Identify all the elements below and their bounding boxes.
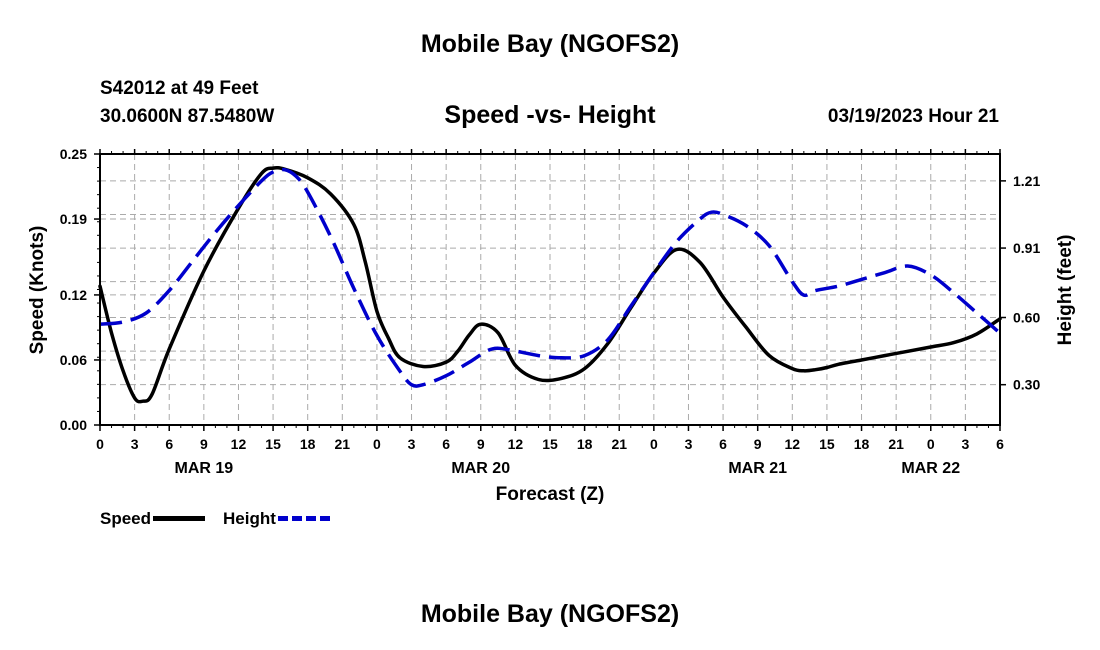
x-tick-label: 21 (888, 436, 904, 452)
x-date-label: MAR 20 (451, 460, 510, 477)
legend-height-swatch (277, 516, 330, 522)
x-date-label: MAR 22 (901, 460, 960, 477)
tick-labels: 0 3 6 9 12 15 18 21 0 3 6 9 12 15 18 21 0 3 6 9 12 15 18 21 0 3 6M… (60, 146, 1041, 477)
x-tick-label: 9 (754, 436, 762, 452)
x-tick-label: 12 (508, 436, 524, 452)
forecast-timestamp: 03/19/2023 Hour 21 (827, 106, 999, 127)
x-tick-label: 15 (265, 436, 281, 452)
x-tick-label: 21 (335, 436, 351, 452)
x-tick-label: 0 (373, 436, 381, 452)
x-date-label: MAR 19 (175, 460, 234, 477)
grid (100, 154, 1000, 425)
y-tick-label: 0.25 (60, 146, 87, 162)
chart-subtitle: Speed -vs- Height (444, 101, 656, 129)
y-tick-label: 0.00 (60, 417, 87, 433)
y-tick-label: 0.12 (60, 287, 87, 303)
x-tick-label: 15 (819, 436, 835, 452)
legend-height-label: Height (223, 508, 276, 528)
legend-speed-label: Speed (100, 508, 152, 528)
footer-title: Mobile Bay (NGOFS2) (420, 600, 680, 628)
x-tick-label: 15 (542, 436, 558, 452)
x-tick-label: 9 (477, 436, 485, 452)
station-coordinates: 30.0600N 87.5480W (100, 106, 275, 127)
station-label: S42012 at 49 Feet (100, 78, 259, 99)
x-tick-label: 12 (785, 436, 801, 452)
legend-speed-swatch (153, 516, 206, 522)
y2-tick-label: 0.60 (1013, 309, 1040, 325)
x-tick-label: 3 (408, 436, 416, 452)
x-tick-label: 6 (165, 436, 173, 452)
x-tick-label: 6 (719, 436, 727, 452)
chart-title: Mobile Bay (NGOFS2) (420, 30, 680, 58)
x-tick-label: 6 (442, 436, 450, 452)
speed-series-line (98, 165, 1002, 404)
x-tick-label: 18 (577, 436, 593, 452)
x-tick-label: 9 (200, 436, 208, 452)
x-tick-label: 18 (854, 436, 870, 452)
y-tick-label: 0.06 (60, 352, 87, 368)
x-tick-label: 0 (927, 436, 935, 452)
x-tick-label: 12 (231, 436, 247, 452)
height-series-line (99, 167, 1002, 388)
y2-tick-label: 0.91 (1013, 240, 1040, 256)
x-tick-label: 3 (131, 436, 139, 452)
x-tick-label: 6 (996, 436, 1004, 452)
x-tick-label: 21 (611, 436, 627, 452)
ticks (94, 149, 1006, 431)
y-axis-title: Speed (Knots) (27, 226, 48, 355)
x-axis-title: Forecast (Z) (496, 484, 605, 505)
x-tick-label: 0 (650, 436, 658, 452)
x-tick-label: 18 (300, 436, 316, 452)
y2-tick-label: 1.21 (1013, 173, 1040, 189)
legend: Speed Height (100, 508, 348, 529)
y2-tick-label: 0.30 (1013, 377, 1040, 393)
x-tick-label: 0 (96, 436, 104, 452)
series-layer (98, 165, 1002, 404)
y2-axis-title: Height (feet) (1055, 235, 1076, 346)
x-tick-label: 3 (685, 436, 693, 452)
x-date-label: MAR 21 (728, 460, 787, 477)
x-tick-label: 3 (961, 436, 969, 452)
y-tick-label: 0.19 (60, 211, 87, 227)
